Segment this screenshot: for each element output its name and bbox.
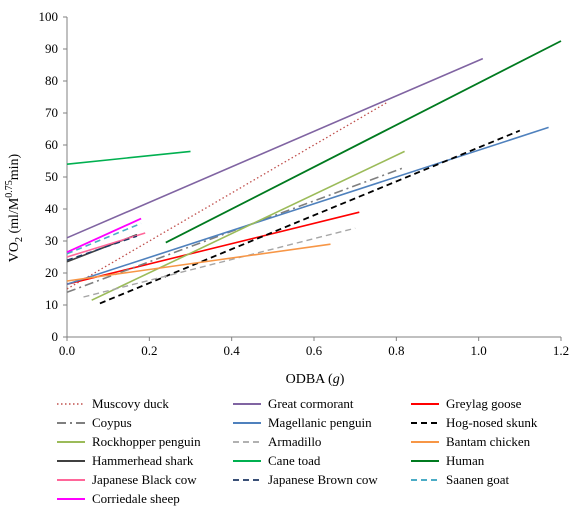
plot-area bbox=[66, 17, 561, 338]
y-tick-label: 90 bbox=[45, 41, 58, 56]
legend-item-armadillo: Armadillo bbox=[233, 434, 321, 449]
legend-label: Rockhopper penguin bbox=[92, 434, 201, 449]
legend-item-japanese-black-cow: Japanese Black cow bbox=[57, 472, 197, 487]
legend-item-hammerhead-shark: Hammerhead shark bbox=[57, 453, 194, 468]
y-tick-label: 60 bbox=[45, 137, 58, 152]
legend-label: Magellanic penguin bbox=[268, 415, 372, 430]
x-axis-ticks: 0.0 0.2 0.4 0.6 0.8 1.0 1.2 bbox=[59, 337, 569, 358]
legend-label: Human bbox=[446, 453, 485, 468]
y-tick-label: 30 bbox=[45, 233, 58, 248]
x-tick-label: 0.6 bbox=[306, 343, 323, 358]
x-tick-label: 1.0 bbox=[471, 343, 487, 358]
series-line-magellanic-penguin bbox=[66, 126, 549, 285]
y-tick-label: 100 bbox=[39, 9, 59, 24]
legend-item-human: Human bbox=[411, 453, 485, 468]
series-line-hog-nosed-skunk bbox=[99, 129, 521, 305]
legend-item-muscovy-duck: Muscovy duck bbox=[57, 396, 169, 411]
legend-label: Hog-nosed skunk bbox=[446, 415, 538, 430]
legend-label: Great cormorant bbox=[268, 396, 354, 411]
legend: Muscovy duck Great cormorant Greylag goose… bbox=[57, 396, 538, 506]
legend-label: Saanen goat bbox=[446, 472, 510, 487]
legend-item-bantam-chicken: Bantam chicken bbox=[411, 434, 531, 449]
series-line-saanen-goat bbox=[66, 222, 142, 255]
legend-label: Coypus bbox=[92, 415, 132, 430]
y-tick-label: 20 bbox=[45, 265, 58, 280]
legend-label: Greylag goose bbox=[446, 396, 522, 411]
legend-item-rockhopper-penguin: Rockhopper penguin bbox=[57, 434, 201, 449]
y-axis-ticks: 0 10 20 30 40 50 60 70 80 90 100 bbox=[39, 9, 67, 344]
legend-label: Armadillo bbox=[268, 434, 321, 449]
legend-label: Corriedale sheep bbox=[92, 491, 180, 506]
y-tick-label: 70 bbox=[45, 105, 58, 120]
series-line-human bbox=[165, 40, 562, 244]
y-tick-label: 0 bbox=[52, 329, 59, 344]
x-tick-label: 0.2 bbox=[141, 343, 157, 358]
y-tick-label: 10 bbox=[45, 297, 58, 312]
x-tick-label: 1.2 bbox=[553, 343, 569, 358]
y-tick-label: 40 bbox=[45, 201, 58, 216]
series-line-bantam-chicken bbox=[66, 243, 331, 282]
legend-label: Bantam chicken bbox=[446, 434, 531, 449]
y-axis-title: VO2 (ml/M0.75min) bbox=[4, 153, 25, 262]
legend-item-hog-nosed-skunk: Hog-nosed skunk bbox=[411, 415, 538, 430]
x-tick-label: 0.0 bbox=[59, 343, 75, 358]
series-line-armadillo bbox=[83, 227, 356, 298]
legend-item-corriedale-sheep: Corriedale sheep bbox=[57, 491, 180, 506]
series-line-great-cormorant bbox=[66, 57, 484, 239]
legend-item-cane-toad: Cane toad bbox=[233, 453, 321, 468]
series-line-japanese-brown-cow bbox=[66, 235, 138, 261]
legend-label: Muscovy duck bbox=[92, 396, 169, 411]
y-tick-label: 50 bbox=[45, 169, 58, 184]
legend-item-japanese-brown-cow: Japanese Brown cow bbox=[233, 472, 378, 487]
series-line-corriedale-sheep bbox=[66, 217, 142, 254]
legend-item-coypus: Coypus bbox=[57, 415, 132, 430]
series-line-cane-toad bbox=[66, 150, 191, 165]
legend-label: Japanese Brown cow bbox=[268, 472, 378, 487]
legend-label: Hammerhead shark bbox=[92, 453, 194, 468]
series-line-greylag-goose bbox=[66, 211, 360, 285]
legend-label: Cane toad bbox=[268, 453, 321, 468]
x-tick-label: 0.8 bbox=[388, 343, 404, 358]
series-line-japanese-black-cow bbox=[66, 232, 146, 258]
x-tick-label: 0.4 bbox=[224, 343, 241, 358]
legend-label: Japanese Black cow bbox=[92, 472, 197, 487]
legend-item-saanen-goat: Saanen goat bbox=[411, 472, 510, 487]
y-tick-label: 80 bbox=[45, 73, 58, 88]
series-line-rockhopper-penguin bbox=[91, 150, 405, 301]
series-layer bbox=[66, 40, 562, 305]
x-axis-title: ODBA (g) bbox=[286, 372, 345, 387]
legend-item-magellanic-penguin: Magellanic penguin bbox=[233, 415, 372, 430]
legend-item-greylag-goose: Greylag goose bbox=[411, 396, 522, 411]
legend-item-great-cormorant: Great cormorant bbox=[233, 396, 354, 411]
